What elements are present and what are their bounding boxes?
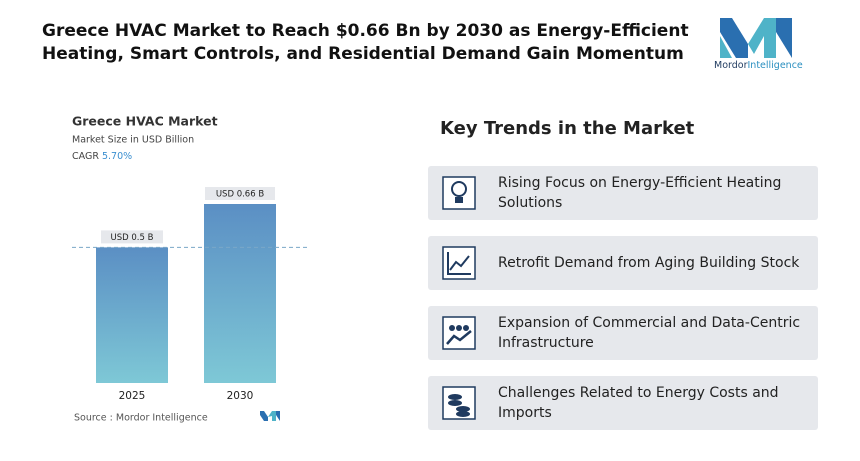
source-logo	[260, 411, 280, 421]
trend-text: Rising Focus on Energy-Efficient Heating…	[498, 175, 782, 211]
x-tick-label: 2030	[227, 390, 254, 402]
trend-text: Expansion of Commercial and Data-Centric…	[498, 315, 801, 351]
trend-text: Challenges Related to Energy Costs and I…	[498, 385, 779, 421]
cagr: CAGR 5.70%	[72, 151, 132, 162]
logo: MordorIntelligence	[714, 18, 803, 71]
value-label-box	[101, 230, 163, 244]
cagr-value: 5.70%	[102, 151, 132, 162]
trend-item: Rising Focus on Energy-Efficient Heating…	[428, 166, 818, 220]
chart-icon	[442, 246, 476, 280]
people-icon	[442, 316, 476, 350]
coins-icon	[442, 386, 476, 420]
value-label: USD 0.5 B	[111, 233, 154, 243]
value-label-box	[205, 187, 275, 200]
bulb-icon	[442, 176, 476, 210]
chart: Greece HVAC Market Market Size in USD Bi…	[72, 114, 310, 424]
value-label: USD 0.66 B	[216, 190, 264, 200]
bar	[96, 247, 168, 383]
chart-title: Greece HVAC Market	[72, 114, 218, 129]
trend-item: Retrofit Demand from Aging Building Stoc…	[428, 236, 818, 290]
logo-suffix: Intelligence	[748, 60, 803, 71]
page-title: Greece HVAC Market to Reach $0.66 Bn by …	[42, 21, 689, 64]
trend-item: Challenges Related to Energy Costs and I…	[428, 376, 818, 430]
cagr-label: CAGR	[72, 151, 99, 162]
trend-text: Retrofit Demand from Aging Building Stoc…	[498, 255, 800, 271]
logo-text: MordorIntelligence	[714, 60, 803, 71]
bar	[204, 204, 276, 383]
chart-subtitle: Market Size in USD Billion	[72, 135, 194, 146]
source: Source : Mordor Intelligence	[74, 413, 208, 424]
logo-brand: Mordor	[714, 60, 748, 71]
trend-item: Expansion of Commercial and Data-Centric…	[428, 306, 818, 360]
x-tick-label: 2025	[119, 390, 146, 402]
trends-title: Key Trends in the Market	[440, 118, 695, 139]
